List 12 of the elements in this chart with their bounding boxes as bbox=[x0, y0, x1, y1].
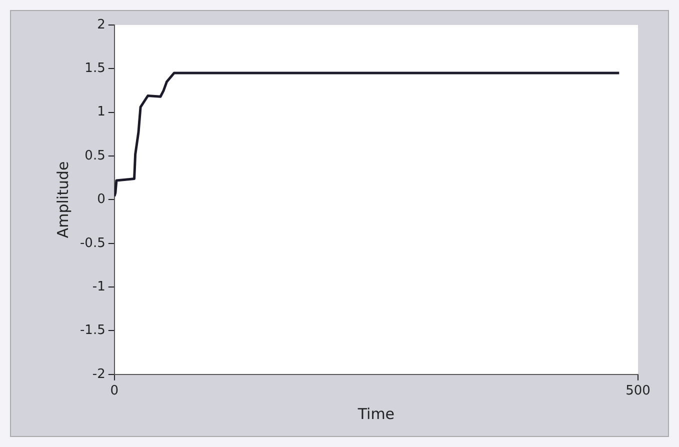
y-tick-label: -2 bbox=[92, 366, 106, 382]
y-tick-label: -1 bbox=[92, 279, 106, 294]
y-tick-label: 1.5 bbox=[84, 61, 106, 76]
y-tick-label: -1.5 bbox=[80, 323, 106, 338]
x-axis-title: Time bbox=[356, 404, 395, 423]
y-tick-label: -0.5 bbox=[80, 236, 106, 251]
y-tick-label: 2 bbox=[97, 17, 106, 32]
y-axis-title: Amplitude bbox=[54, 161, 72, 238]
x-tick-label: 500 bbox=[626, 384, 650, 399]
y-tick-label: 0 bbox=[97, 192, 106, 208]
y-tick-label: 0.5 bbox=[84, 148, 106, 164]
y-tick-label: 1 bbox=[97, 104, 106, 120]
